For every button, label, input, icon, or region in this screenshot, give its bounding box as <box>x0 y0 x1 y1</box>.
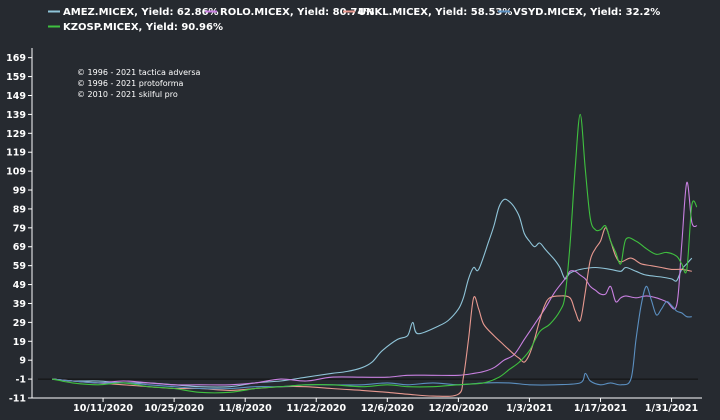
legend-label: AMEZ.MICEX, Yield: 62.86% <box>63 7 219 18</box>
y-tick-label: 89 <box>13 204 26 215</box>
y-tick-label: 49 <box>13 280 26 291</box>
x-axis: 10/11/2020 10/25/2020 11/8/2020 11/22/2020 1… <box>32 397 702 414</box>
series-line-rolo <box>52 181 698 386</box>
y-axis: -11 -1 9 19 29 39 49 59 69 79 89 99 109 119 129 139 149 1… <box>6 48 33 405</box>
copyright-line: © 1996 - 2021 protoforma <box>77 79 184 88</box>
copyright-notice: © 1996 - 2021 tactica adversa © 1996 - 2… <box>77 68 201 99</box>
series-line-unkl <box>52 227 692 397</box>
x-tick-label: 1/17/2021 <box>574 403 627 414</box>
legend-item[interactable]: VSYD.MICEX, Yield: 32.2% <box>498 7 660 18</box>
y-tick-label: 59 <box>13 261 26 272</box>
series-line-vsyd <box>52 285 692 390</box>
y-tick-label: 19 <box>13 337 26 348</box>
x-tick-label: 11/22/2020 <box>286 403 346 414</box>
x-tick-label: 1/3/2021 <box>506 403 553 414</box>
y-tick-label: 149 <box>6 91 26 102</box>
y-tick-label: 119 <box>6 148 26 159</box>
y-tick-label: 9 <box>19 356 26 367</box>
copyright-line: © 2010 - 2021 skilful pro <box>77 90 178 99</box>
legend-item[interactable]: KZOSP.MICEX, Yield: 90.96% <box>48 22 223 33</box>
y-tick-label: 169 <box>6 53 26 64</box>
x-tick-label: 10/25/2020 <box>144 403 204 414</box>
x-tick-label: 10/11/2020 <box>73 403 133 414</box>
series-line-amez <box>52 198 693 388</box>
x-tick-label: 12/6/2020 <box>361 403 415 414</box>
x-tick-label: 1/31/2021 <box>645 403 698 414</box>
y-tick-label: 69 <box>13 242 26 253</box>
y-tick-label: -11 <box>9 394 26 405</box>
y-tick-label: 109 <box>6 167 26 178</box>
plot-area <box>38 113 698 397</box>
series-line-kzosp <box>52 113 698 394</box>
legend-item[interactable]: AMEZ.MICEX, Yield: 62.86% <box>48 7 219 18</box>
legend-item[interactable]: UNKL.MICEX, Yield: 58.53% <box>343 7 512 18</box>
y-tick-label: 159 <box>6 72 26 83</box>
legend-item[interactable]: ROLO.MICEX, Yield: 80.74% <box>205 7 374 18</box>
y-tick-label: 79 <box>13 223 26 234</box>
y-tick-label: 29 <box>13 318 26 329</box>
y-tick-label: 139 <box>6 110 26 121</box>
y-tick-label: 129 <box>6 129 26 140</box>
x-tick-label: 12/20/2020 <box>428 403 488 414</box>
x-tick-label: 11/8/2020 <box>219 403 273 414</box>
legend-label: KZOSP.MICEX, Yield: 90.96% <box>63 22 223 33</box>
y-tick-label: -1 <box>15 375 26 386</box>
y-tick-label: 99 <box>13 186 26 197</box>
copyright-line: © 1996 - 2021 tactica adversa <box>77 68 201 77</box>
legend-label: VSYD.MICEX, Yield: 32.2% <box>513 7 660 18</box>
y-tick-label: 39 <box>13 299 26 310</box>
legend-label: ROLO.MICEX, Yield: 80.74% <box>220 7 374 18</box>
legend-label: UNKL.MICEX, Yield: 58.53% <box>358 7 512 18</box>
legend: AMEZ.MICEX, Yield: 62.86% ROLO.MICEX, Yie… <box>48 7 660 33</box>
